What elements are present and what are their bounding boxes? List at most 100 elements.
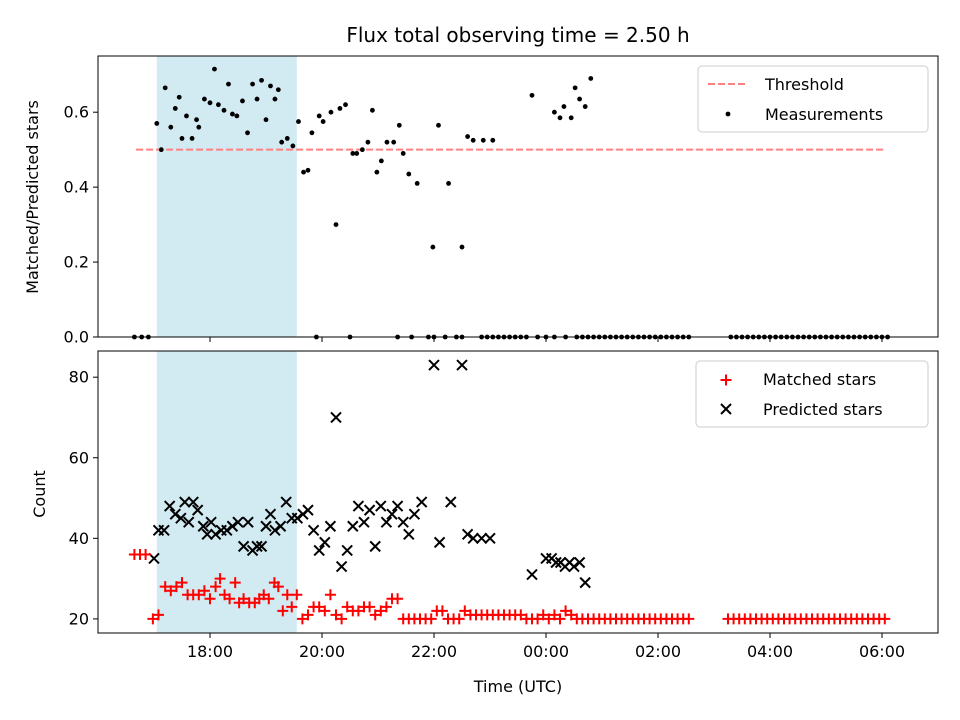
predicted-point [232, 516, 244, 528]
matched-point [281, 589, 293, 601]
measurement-point [305, 167, 311, 173]
matched-point [425, 613, 437, 625]
matched-point [159, 581, 171, 593]
matched-point [683, 613, 695, 625]
predicted-point [221, 524, 233, 536]
matched-point [532, 613, 544, 625]
measurement-point [391, 139, 397, 145]
predicted-point [380, 516, 393, 528]
predicted-point [307, 524, 320, 536]
matched-point [453, 613, 465, 625]
measurement-point [529, 92, 535, 98]
measurement-point [259, 77, 264, 83]
measurement-point [212, 66, 217, 72]
measurement-point [202, 96, 207, 102]
x-axis-label: Time (UTC) [473, 677, 562, 696]
legend-threshold-label: Threshold [764, 75, 844, 94]
matched-point [302, 609, 314, 621]
measurement-point [309, 130, 315, 136]
predicted-point [302, 504, 314, 516]
measurement-point [333, 222, 339, 228]
matched-point [140, 548, 152, 560]
predicted-point [341, 544, 353, 557]
x-tick-label: 06:00 [859, 642, 905, 661]
x-tick-label: 20:00 [299, 642, 345, 661]
bottom-y-tick-label: 80 [69, 368, 89, 387]
legend-measurements-swatch [725, 111, 731, 117]
predicted-point [335, 560, 348, 573]
measurement-point [216, 102, 221, 108]
matched-point [352, 605, 364, 617]
predicted-point [255, 540, 268, 553]
predicted-point [573, 556, 586, 569]
top-y-axis-label: Matched/Predicted stars [23, 100, 42, 294]
measurement-point [572, 85, 578, 91]
measurement-point [370, 107, 375, 113]
predicted-point [579, 576, 591, 589]
matched-point [286, 601, 298, 613]
predicted-point [550, 556, 562, 569]
measurement-point [350, 151, 356, 156]
measurement-point [154, 121, 160, 126]
predicted-point [260, 520, 272, 532]
predicted-point [445, 496, 457, 508]
predicted-point [291, 512, 304, 524]
bottom-legend [695, 360, 929, 428]
bottom-y-tick-label: 60 [69, 448, 89, 467]
measurement-point [480, 137, 486, 143]
measurement-point [374, 169, 380, 175]
measurement-point [172, 106, 178, 111]
measurement-point [234, 113, 240, 119]
measurement-point [430, 244, 436, 250]
measurement-point [414, 180, 420, 186]
predicted-point [363, 504, 376, 516]
predicted-point [274, 520, 287, 532]
matched-point [210, 581, 222, 593]
measurement-point [568, 115, 574, 121]
predicted-point [201, 528, 213, 541]
top-y-tick-label: 0.4 [64, 178, 89, 197]
predicted-point [428, 359, 440, 371]
predicted-point [237, 540, 250, 553]
matched-point [263, 593, 275, 605]
x-tick-label: 02:00 [635, 642, 681, 661]
matched-point [364, 601, 376, 613]
measurement-point [343, 102, 348, 108]
measurement-point [301, 169, 306, 175]
measurement-point [168, 124, 174, 130]
chart-title: Flux total observing time = 2.50 h [346, 23, 689, 47]
measurement-point [354, 151, 360, 156]
predicted-point [456, 359, 468, 371]
matched-point [198, 585, 210, 597]
bottom-y-tick-label: 20 [69, 609, 89, 628]
measurement-point [406, 171, 412, 177]
measurement-point [245, 130, 250, 136]
matched-point [543, 613, 555, 625]
predicted-point [169, 508, 181, 520]
measurement-point [196, 124, 202, 130]
predicted-point [475, 532, 488, 545]
top-legend [697, 65, 929, 133]
measurement-point [557, 115, 563, 121]
predicted-point [205, 516, 217, 528]
predicted-point [313, 544, 325, 557]
predicted-point [319, 536, 331, 549]
top-y-tick-label: 0.0 [64, 328, 89, 347]
predicted-point [397, 516, 409, 528]
measurement-point [396, 122, 402, 128]
measurement-point [179, 136, 185, 141]
x-tick-label: 18:00 [187, 642, 233, 661]
matched-point [392, 593, 404, 605]
measurement-point [254, 96, 260, 102]
matched-point [375, 605, 387, 617]
matched-point [229, 577, 241, 589]
x-tick-label: 22:00 [411, 642, 457, 661]
predicted-point [375, 500, 387, 512]
predicted-point [158, 524, 170, 536]
predicted-point [433, 536, 446, 549]
matched-point [224, 593, 236, 605]
predicted-point [197, 520, 209, 532]
matched-point [336, 613, 348, 625]
measurement-point [365, 139, 371, 145]
